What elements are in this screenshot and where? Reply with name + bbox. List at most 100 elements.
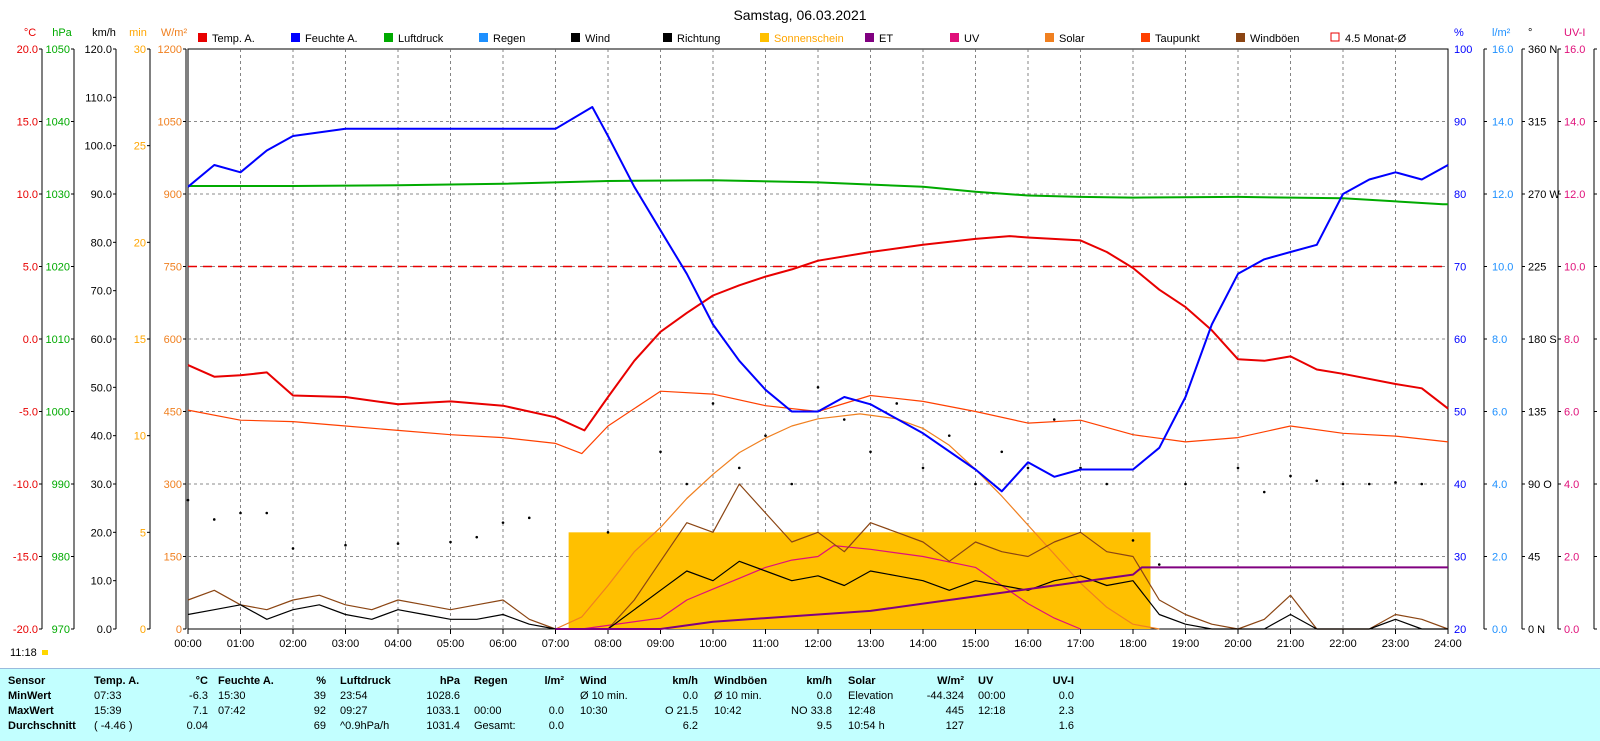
direction-point bbox=[265, 511, 269, 515]
left-axis-tick-label: 20 bbox=[134, 237, 146, 249]
direction-point bbox=[1105, 482, 1109, 486]
direction-point bbox=[1315, 479, 1319, 483]
header-sensor: Sensor bbox=[8, 674, 46, 687]
left-axis-unit: hPa bbox=[52, 27, 72, 39]
legend-swatch bbox=[760, 33, 769, 42]
luftdruck-trend: ^0.9hPa/h bbox=[340, 719, 390, 732]
axes: °C 20.0 15.0 10.0 5.0 0.0 -5.0 -10.0 -15.0 -20.0 h… bbox=[13, 27, 1597, 636]
direction-point bbox=[344, 543, 347, 547]
left-axis-tick-label: 5.0 bbox=[23, 262, 38, 274]
right-axis-tick-label: 16.0 bbox=[1564, 44, 1585, 56]
x-tick-label: 10:00 bbox=[699, 638, 727, 650]
header-boeen-unit: km/h bbox=[806, 674, 832, 687]
header-feuchte-unit: % bbox=[316, 674, 326, 687]
direction-point bbox=[186, 498, 190, 502]
direction-point bbox=[1131, 539, 1135, 542]
right-axis-tick-label: 12.0 bbox=[1564, 189, 1585, 201]
left-axis-tick-label: 30.0 bbox=[91, 479, 112, 491]
x-tick-label: 00:00 bbox=[174, 638, 202, 650]
direction-point bbox=[449, 540, 452, 544]
left-axis-tick-label: 120.0 bbox=[84, 44, 112, 56]
direction-point bbox=[1367, 482, 1371, 486]
header-wind-unit: km/h bbox=[672, 674, 698, 687]
left-axis-tick-label: 100.0 bbox=[84, 141, 112, 153]
left-axis-tick-label: 20.0 bbox=[91, 527, 112, 539]
luftdruck-min-value: 1028.6 bbox=[426, 689, 460, 702]
feuchte-max-time: 07:42 bbox=[218, 704, 246, 717]
legend-swatch bbox=[1141, 33, 1150, 42]
wind-avg-extra bbox=[580, 718, 646, 733]
current-time-marker bbox=[42, 650, 48, 655]
left-axis-tick-label: 110.0 bbox=[85, 92, 112, 104]
header-boeen: Windböen bbox=[714, 674, 768, 687]
left-axis-tick-label: 1200 bbox=[158, 44, 182, 56]
left-axis-tick-label: 970 bbox=[52, 624, 70, 636]
left-axis-tick-label: 60.0 bbox=[91, 334, 112, 346]
right-axis-tick-label: 30 bbox=[1454, 552, 1466, 564]
left-axis-tick-label: 750 bbox=[164, 262, 182, 274]
regen-min-time bbox=[474, 688, 530, 703]
wind-avg-value: 6.2 bbox=[682, 719, 698, 732]
legend-swatch bbox=[198, 33, 207, 42]
x-tick-label: 13:00 bbox=[857, 638, 885, 650]
legend-label: Luftdruck bbox=[398, 33, 444, 45]
wind-min-label: Ø 10 min. bbox=[580, 689, 628, 702]
x-tick-label: 22:00 bbox=[1329, 638, 1357, 650]
right-axis-tick-label: 4.0 bbox=[1492, 479, 1507, 491]
right-axis-tick-label: 2.0 bbox=[1564, 552, 1579, 564]
legend-label: Richtung bbox=[677, 33, 720, 45]
boeen-min-label: Ø 10 min. bbox=[714, 689, 762, 702]
left-axis-tick-label: 15.0 bbox=[17, 117, 38, 129]
x-tick-label: 08:00 bbox=[594, 638, 622, 650]
legend-swatch bbox=[1045, 33, 1054, 42]
direction-point bbox=[1052, 418, 1056, 421]
wind-max-value: O 21.5 bbox=[664, 704, 698, 717]
legend-label: 4.5 Monat-Ø bbox=[1345, 33, 1407, 45]
header-solar: Solar bbox=[848, 674, 876, 687]
x-tick-label: 24:00 bbox=[1434, 638, 1462, 650]
left-axis-tick-label: 40.0 bbox=[91, 431, 112, 443]
boeen-avg-extra bbox=[714, 718, 780, 733]
stats-row-min: MinWert 07:33 -6.3 15:30 39 23:54 1028.6… bbox=[8, 688, 1074, 703]
left-axis-tick-label: 10.0 bbox=[17, 189, 38, 201]
legend: Temp. A. Feuchte A. Luftdruck Regen Wind Rich… bbox=[198, 32, 1407, 45]
direction-point bbox=[1262, 490, 1266, 494]
left-axis-tick-label: 1010 bbox=[46, 334, 70, 346]
temp-avg-value: 0.04 bbox=[186, 719, 208, 732]
direction-point bbox=[869, 450, 872, 454]
uv-max-value: 2.3 bbox=[1058, 704, 1074, 717]
x-tick-label: 18:00 bbox=[1119, 638, 1147, 650]
legend-label: Temp. A. bbox=[212, 33, 255, 45]
regen-total-value: 0.0 bbox=[548, 719, 564, 732]
legend-swatch bbox=[1236, 33, 1245, 42]
wind-max-time: 10:30 bbox=[580, 704, 608, 717]
right-axis-tick-label: 4.0 bbox=[1564, 479, 1579, 491]
legend-label: UV bbox=[964, 33, 980, 45]
right-axis-tick-label: 10.0 bbox=[1564, 262, 1585, 274]
direction-point bbox=[737, 466, 741, 470]
left-axis-tick-label: 10.0 bbox=[91, 576, 112, 588]
right-axis-tick-label: 0.0 bbox=[1492, 624, 1507, 636]
header-uv-unit: UV-I bbox=[1052, 674, 1074, 687]
right-axis-tick-label: 315 bbox=[1528, 117, 1546, 129]
luftdruck-max-time: 09:27 bbox=[340, 704, 368, 717]
wind-line bbox=[187, 560, 1448, 630]
legend-label: ET bbox=[879, 33, 893, 45]
direction-point bbox=[921, 466, 925, 470]
x-tick-label: 11:00 bbox=[752, 638, 779, 650]
right-axis-tick-label: 180 S bbox=[1528, 334, 1557, 346]
regen-max-time: 00:00 bbox=[474, 704, 502, 717]
row-label: Durchschnitt bbox=[8, 719, 76, 732]
header-wind: Wind bbox=[580, 674, 607, 687]
statistics-panel: Sensor Temp. A. °C Feuchte A. % Luftdruc… bbox=[0, 668, 1600, 741]
weather-chart: Samstag, 06.03.2021 Temp. A. Feuchte A. Lu… bbox=[10, 7, 1597, 659]
left-axis-tick-label: 1050 bbox=[158, 117, 182, 129]
left-axis-tick-label: 70.0 bbox=[91, 286, 112, 298]
x-tick-label: 19:00 bbox=[1172, 638, 1200, 650]
left-axis-tick-label: 1020 bbox=[46, 262, 70, 274]
left-axis-tick-label: 0 bbox=[140, 624, 146, 636]
x-tick-label: 06:00 bbox=[489, 638, 517, 650]
right-axis-tick-label: 8.0 bbox=[1564, 334, 1579, 346]
right-axis-tick-label: 14.0 bbox=[1492, 117, 1513, 129]
right-axis-tick-label: 135 bbox=[1528, 407, 1546, 419]
